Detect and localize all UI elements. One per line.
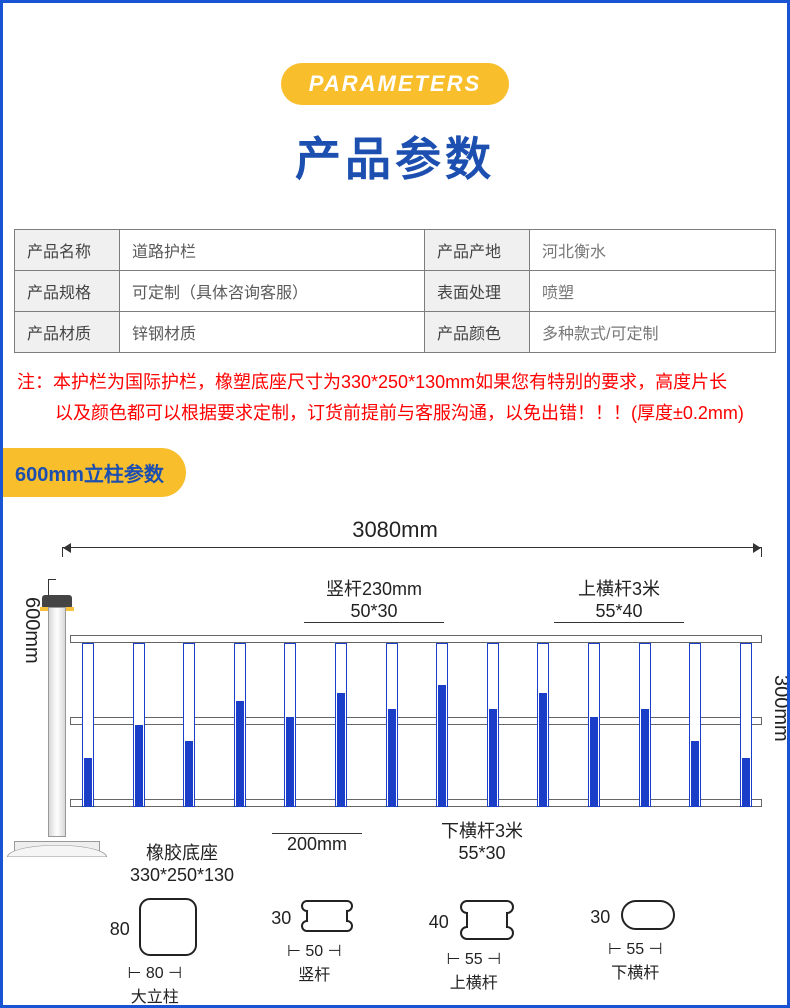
note-text: 注：本护栏为国际护栏，橡塑底座尺寸为330*250*130mm如果您有特别的要求… bbox=[3, 353, 787, 428]
dim-height-left: 600mm bbox=[20, 597, 43, 777]
dim-line bbox=[62, 547, 762, 557]
lobed-icon bbox=[455, 895, 519, 945]
callout-vertical-bar: 竖杆230mm 50*30 bbox=[304, 575, 444, 623]
table-row: 产品材质 锌钢材质 产品颜色 多种款式/可定制 bbox=[15, 312, 776, 353]
label-base: 橡胶底座 330*250*130 bbox=[112, 839, 252, 886]
vertical-bar bbox=[689, 643, 701, 807]
note-line: 以及颜色都可以根据要求定制，订货前提前与客服沟通，以免出错！！！(厚度±0.2m… bbox=[17, 398, 769, 429]
param-label: 产品材质 bbox=[15, 312, 120, 353]
vertical-bar bbox=[284, 643, 296, 807]
param-value: 喷塑 bbox=[530, 271, 776, 312]
dim-total-width: 3080mm bbox=[14, 517, 776, 543]
param-label: 产品名称 bbox=[15, 230, 120, 271]
vertical-bar bbox=[82, 643, 94, 807]
params-table: 产品名称 道路护栏 产品产地 河北衡水 产品规格 可定制（具体咨询客服） 表面处… bbox=[14, 229, 776, 353]
vertical-bar bbox=[436, 643, 448, 807]
table-row: 产品名称 道路护栏 产品产地 河北衡水 bbox=[15, 230, 776, 271]
vertical-bar bbox=[335, 643, 347, 807]
table-row: 产品规格 可定制（具体咨询客服） 表面处理 喷塑 bbox=[15, 271, 776, 312]
cs-bot-rail: 30 ⊢ 55 ⊣ 下横杆 bbox=[590, 895, 680, 1007]
roundrect-icon bbox=[136, 895, 200, 959]
vertical-bar bbox=[487, 643, 499, 807]
callouts: 竖杆230mm 50*30 上横杆3米 55*40 bbox=[14, 575, 776, 625]
lobed-icon bbox=[297, 895, 357, 937]
param-value: 锌钢材质 bbox=[120, 312, 425, 353]
vertical-bar bbox=[537, 643, 549, 807]
vertical-bar bbox=[588, 643, 600, 807]
param-label: 产品颜色 bbox=[425, 312, 530, 353]
vertical-bar bbox=[183, 643, 195, 807]
label-bot-rail: 下横杆3米 55*30 bbox=[412, 817, 552, 864]
section-tag: 600mm立柱参数 bbox=[3, 448, 186, 497]
header: PARAMETERS 产品参数 bbox=[3, 3, 787, 189]
param-value: 道路护栏 bbox=[120, 230, 425, 271]
param-label: 产品规格 bbox=[15, 271, 120, 312]
note-line: 注：本护栏为国际护栏，橡塑底座尺寸为330*250*130mm如果您有特别的要求… bbox=[17, 367, 769, 398]
post bbox=[48, 607, 66, 837]
dim-gap: 200mm bbox=[272, 833, 362, 855]
cs-post: 80 ⊢ 80 ⊣ 大立柱 bbox=[110, 895, 200, 1007]
pill-label: PARAMETERS bbox=[281, 63, 509, 105]
param-label: 产品产地 bbox=[425, 230, 530, 271]
vertical-bar bbox=[133, 643, 145, 807]
vertical-bar bbox=[234, 643, 246, 807]
cs-top-rail: 40 ⊢ 55 ⊣ 上横杆 bbox=[429, 895, 519, 1007]
param-label: 表面处理 bbox=[425, 271, 530, 312]
top-rail bbox=[70, 635, 762, 643]
cross-sections: 80 ⊢ 80 ⊣ 大立柱 30 ⊢ 50 ⊣ 竖杆 40 ⊢ 55 bbox=[14, 895, 776, 1007]
vertical-bars bbox=[82, 643, 752, 807]
diagram: 3080mm 竖杆230mm 50*30 上横杆3米 55*40 600mm bbox=[14, 517, 776, 997]
cs-vertical: 30 ⊢ 50 ⊣ 竖杆 bbox=[271, 895, 357, 1007]
vertical-bar bbox=[386, 643, 398, 807]
param-value: 可定制（具体咨询客服） bbox=[120, 271, 425, 312]
param-value: 多种款式/可定制 bbox=[530, 312, 776, 353]
vertical-bar bbox=[639, 643, 651, 807]
capsule-icon bbox=[616, 895, 680, 935]
vertical-bar bbox=[740, 643, 752, 807]
rail-elevation: 300mm bbox=[62, 635, 762, 815]
callout-top-rail: 上横杆3米 55*40 bbox=[554, 575, 684, 623]
dim-height-right: 300mm bbox=[769, 675, 790, 742]
page: PARAMETERS 产品参数 产品名称 道路护栏 产品产地 河北衡水 产品规格… bbox=[0, 0, 790, 1008]
param-value: 河北衡水 bbox=[530, 230, 776, 271]
page-title: 产品参数 bbox=[3, 123, 787, 189]
